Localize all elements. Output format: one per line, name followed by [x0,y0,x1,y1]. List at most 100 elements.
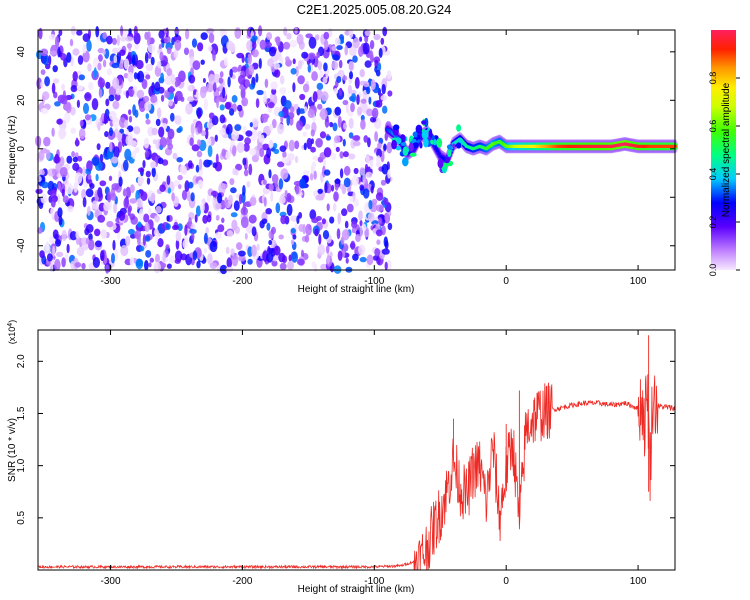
noise-blob [356,94,360,105]
noise-blob [382,105,388,114]
noise-blob [279,145,287,152]
noise-blob [279,195,286,204]
noise-blob [106,35,113,45]
noise-blob [345,257,349,264]
noise-blob [85,237,90,245]
noise-blob [215,232,222,240]
noise-blob [362,42,370,55]
noise-blob [126,43,133,49]
noise-blob [129,198,137,204]
noise-blob [334,106,342,116]
noise-blob [40,107,49,115]
noise-blob [368,96,372,105]
noise-blob [52,245,56,257]
noise-blob [280,168,289,180]
noise-blob [314,228,319,237]
noise-blob [139,246,145,252]
noise-blob [118,176,123,187]
noise-blob [288,139,295,152]
noise-blob [117,132,122,142]
noise-blob [349,71,353,80]
noise-blob [285,56,290,62]
noise-blob [95,26,100,38]
noise-blob [212,49,216,62]
noise-blob [86,205,91,216]
noise-blob [280,215,287,225]
noise-blob [338,59,343,69]
noise-blob [387,90,393,97]
noise-blob [270,81,278,90]
noise-blob [261,113,270,120]
noise-blob [227,76,231,88]
noise-blob [296,215,300,225]
noise-blob [208,45,213,52]
noise-blob [230,248,235,256]
noise-blob [359,256,367,263]
noise-blob [268,139,274,149]
noise-blob [206,27,215,34]
noise-blob [290,68,297,75]
noise-blob [354,77,360,89]
noise-blob [380,37,385,45]
noise-blob [164,74,173,86]
snr-y-label: SNR (10 * v/v) [7,418,18,482]
noise-blob [273,245,281,256]
y-tick-label: 0.5 [16,510,27,524]
noise-blob [308,36,317,49]
noise-blob [264,41,272,48]
noise-blob [88,239,95,251]
noise-blob [268,169,272,179]
noise-blob [82,43,87,54]
noise-blob [190,192,195,202]
noise-blob [241,97,249,107]
noise-blob [283,26,288,36]
noise-blob [188,74,196,84]
colorbar-tick-label: 0.2 [708,216,718,229]
noise-blob [273,62,280,70]
colorbar-gradient [711,30,736,270]
noise-blob [229,68,233,78]
noise-blob [146,177,151,185]
noise-blob [208,112,215,119]
noise-blob [123,188,127,197]
noise-blob [351,93,357,103]
noise-blob [384,213,390,222]
noise-blob [54,234,59,240]
noise-blob [91,98,99,111]
noise-blob [331,45,337,52]
noise-blob [237,104,243,112]
noise-blob [377,142,382,149]
noise-blob [155,118,161,127]
noise-blob [230,212,238,218]
noise-blob [238,250,246,257]
colorbar-tick-label: 0.0 [708,264,718,277]
y-tick-label: 1.5 [16,406,27,420]
noise-blob [383,143,387,151]
noise-blob [350,240,356,250]
spectrogram-x-ticks: -300 -200 -100 0 100 [101,30,647,287]
noise-blob [375,229,383,237]
noise-blob [110,192,117,201]
noise-blob [236,142,245,154]
noise-blob [120,25,124,37]
noise-blob [200,130,207,137]
noise-blob [221,217,225,224]
snr-frame [37,329,676,571]
noise-blob [307,52,316,60]
noise-blob [78,128,86,140]
noise-blob [277,161,285,168]
noise-blob [48,34,57,41]
noise-blob [193,89,197,96]
noise-blob [363,135,369,143]
noise-blob [85,188,94,198]
noise-blob [35,188,43,194]
noise-blob [133,25,138,37]
noise-blob [61,257,66,268]
noise-blob [358,46,364,57]
noise-blob [374,248,381,257]
noise-blob [182,239,188,249]
noise-blob [112,77,120,90]
noise-blob [382,26,388,37]
noise-blob [174,28,180,34]
